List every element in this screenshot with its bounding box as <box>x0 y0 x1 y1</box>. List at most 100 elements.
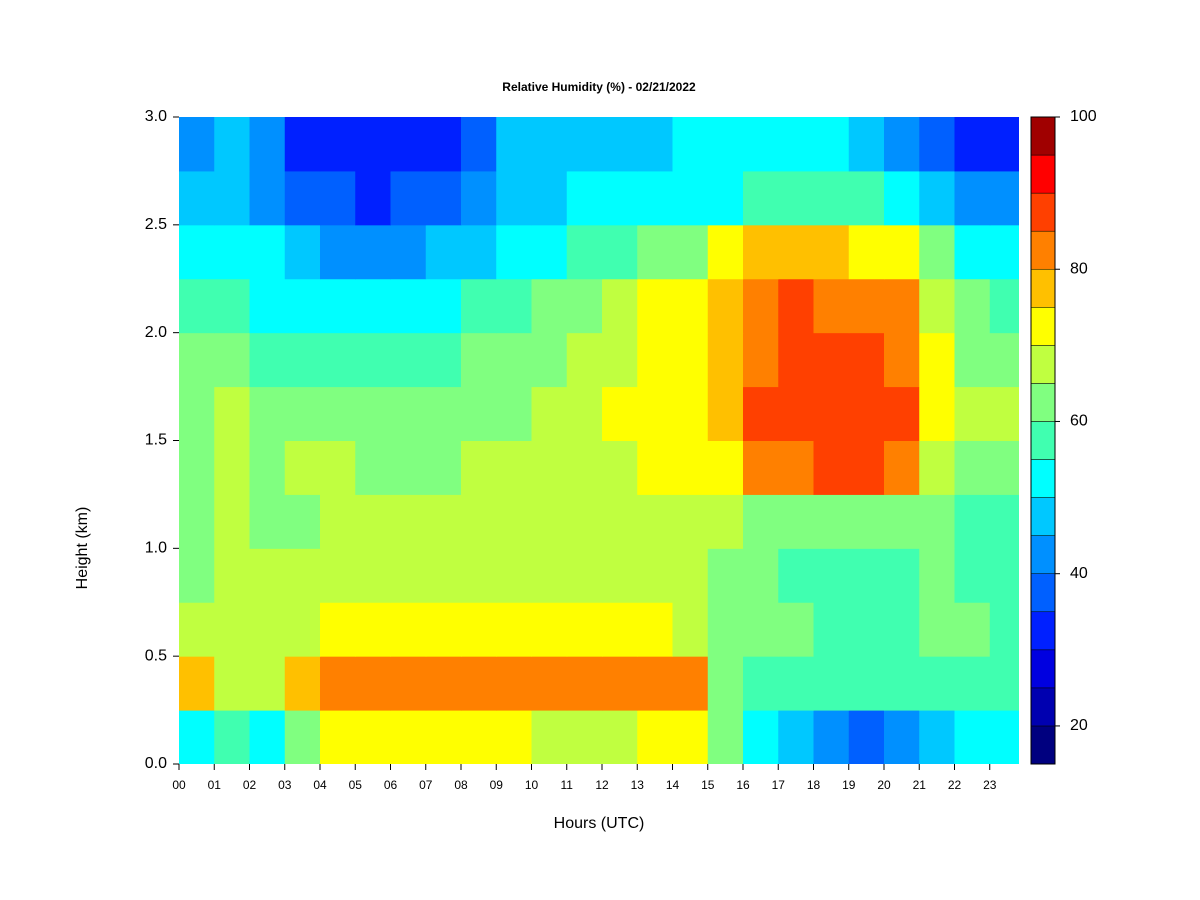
heat-cell <box>989 170 1019 226</box>
heat-cell <box>707 494 744 549</box>
heat-cell <box>883 332 920 388</box>
heat-cell <box>848 386 885 441</box>
heat-cell <box>989 440 1019 495</box>
x-tick-label: 19 <box>842 778 856 792</box>
x-tick-label: 08 <box>454 778 468 792</box>
x-tick-label: 10 <box>525 778 539 792</box>
heat-cell <box>848 224 885 280</box>
x-tick-label: 23 <box>983 778 997 792</box>
heat-cell <box>390 386 427 441</box>
heat-cell <box>672 710 709 764</box>
heat-cell <box>355 440 391 495</box>
heat-cell <box>249 440 286 495</box>
heat-cell <box>672 278 709 334</box>
heat-cell <box>319 494 356 549</box>
heat-cell <box>284 332 321 388</box>
heat-cell <box>954 440 991 495</box>
heat-cell <box>672 440 709 495</box>
colorbar-swatch <box>1030 573 1056 613</box>
heat-cell <box>601 440 638 495</box>
heat-cell <box>637 548 673 603</box>
heat-cell <box>672 386 709 441</box>
x-tick-label: 17 <box>772 778 786 792</box>
heat-cell <box>778 494 814 549</box>
x-axis-label: Hours (UTC) <box>554 815 645 832</box>
heat-cell <box>425 170 462 226</box>
heat-cell <box>883 224 920 280</box>
heat-cell <box>707 656 744 711</box>
colorbar-tick-label: 60 <box>1070 413 1088 430</box>
heat-cell <box>390 278 427 334</box>
heat-cell <box>566 656 603 711</box>
heat-cell <box>778 656 814 711</box>
heat-cell <box>989 494 1019 549</box>
heat-cell <box>601 656 638 711</box>
y-axis-label: Height (km) <box>74 507 91 590</box>
heat-cell <box>778 440 814 495</box>
x-tick-label: 00 <box>172 778 186 792</box>
x-tick-label: 21 <box>913 778 927 792</box>
heat-cell <box>425 440 462 495</box>
colorbar-swatch <box>1030 230 1056 270</box>
heat-cell <box>672 602 709 657</box>
heat-cell <box>460 278 497 334</box>
heat-cell <box>249 656 286 711</box>
heat-cell <box>319 710 356 764</box>
heat-cell <box>742 170 779 226</box>
heat-cell <box>883 548 920 603</box>
heat-cell <box>778 278 814 334</box>
heat-cell <box>214 170 250 226</box>
colorbar-swatch <box>1030 649 1056 689</box>
heat-cell <box>883 602 920 657</box>
heat-cell <box>355 170 391 226</box>
colorbar-swatch <box>1030 459 1056 498</box>
heat-cell <box>460 548 497 603</box>
heat-cell <box>214 710 250 764</box>
heat-cell <box>460 440 497 495</box>
heat-cell <box>566 278 603 334</box>
heat-cell <box>319 440 356 495</box>
heat-cell <box>883 494 920 549</box>
heat-cell <box>425 278 462 334</box>
heat-cell <box>214 278 250 334</box>
y-tick-label: 3.0 <box>145 108 167 125</box>
heat-cell <box>707 278 744 334</box>
heat-cell <box>179 278 215 334</box>
heat-cell <box>601 548 638 603</box>
heat-cell <box>460 710 497 764</box>
heat-cell <box>883 278 920 334</box>
heat-cell <box>813 710 850 764</box>
heat-cell <box>919 386 955 441</box>
heat-cell <box>637 656 673 711</box>
y-tick-label: 0.0 <box>145 755 167 772</box>
x-tick-label: 15 <box>701 778 715 792</box>
heat-cell <box>284 494 321 549</box>
heat-cell <box>284 440 321 495</box>
heat-cell <box>496 224 532 280</box>
heat-cell <box>954 170 991 226</box>
heat-cell <box>179 170 215 226</box>
heat-cell <box>390 440 427 495</box>
heat-cell <box>742 602 779 657</box>
heat-cell <box>601 170 638 226</box>
heatmap <box>179 117 1019 764</box>
heat-cell <box>179 386 215 441</box>
heat-cell <box>249 332 286 388</box>
heat-cell <box>179 548 215 603</box>
heat-cell <box>319 224 356 280</box>
heat-cell <box>390 224 427 280</box>
heat-cell <box>390 710 427 764</box>
heat-cell <box>319 386 356 441</box>
heat-cell <box>813 224 850 280</box>
heat-cell <box>460 386 497 441</box>
heat-cell <box>707 332 744 388</box>
heat-cell <box>214 656 250 711</box>
heat-cell <box>355 224 391 280</box>
y-tick-label: 1.5 <box>145 432 167 449</box>
heat-cell <box>672 548 709 603</box>
heat-cell <box>496 332 532 388</box>
heat-cell <box>778 548 814 603</box>
heat-cell <box>179 494 215 549</box>
heat-cell <box>954 602 991 657</box>
heat-cell <box>355 656 391 711</box>
